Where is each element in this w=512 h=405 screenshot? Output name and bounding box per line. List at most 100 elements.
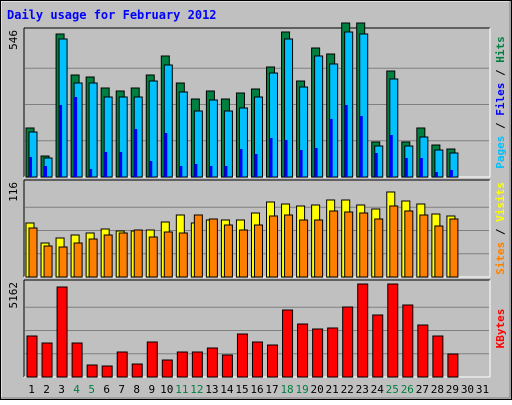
bar-kbytes-day-14 [221,354,233,378]
bar-sites-day-21 [329,210,339,278]
bar-kbytes-day-15 [236,333,248,378]
panel-kbytes: 5162 KBytes [7,279,507,378]
bar-pages-day-9 [149,161,153,177]
bar-kbytes-day-8 [131,363,143,378]
bar-files-day-19 [299,86,309,178]
bar-sites-day-18 [284,214,294,278]
bar-kbytes-day-28 [432,335,444,378]
legend-separator: / [494,222,507,242]
bar-pages-day-17 [269,138,273,177]
bar-pages-day-22 [344,105,348,177]
bar-files-day-28 [434,149,444,178]
bar-sites-day-22 [344,211,354,278]
bar-kbytes-day-27 [417,324,429,378]
bar-sites-day-5 [88,238,98,278]
bar-sites-day-8 [133,229,143,278]
legend-separator: / [494,63,507,83]
bar-sites-day-28 [434,225,444,278]
bar-kbytes-day-13 [206,347,218,378]
bar-files-day-17 [269,72,279,178]
bar-kbytes-day-25 [387,283,399,378]
bar-kbytes-day-4 [71,342,83,378]
bar-sites-day-25 [389,205,399,278]
x-tick-label-day-29: 29 [446,383,459,396]
chart-title: Daily usage for February 2012 [7,8,217,22]
bar-pages-day-20 [314,148,318,177]
bar-files-day-22 [344,31,354,178]
bar-sites-day-20 [314,219,324,278]
bar-files-day-25 [389,78,399,178]
bar-kbytes-day-3 [56,286,68,378]
legend-label-hits-files-pages: Pages / Files / Hits [494,36,507,169]
bar-kbytes-day-18 [282,309,294,378]
x-tick-label-day-28: 28 [431,383,444,396]
bar-sites-day-11 [178,232,188,278]
bar-kbytes-day-19 [297,323,309,378]
bar-sites-day-26 [404,210,414,278]
bar-pages-day-2 [44,166,48,177]
bar-pages-day-27 [419,158,423,177]
bar-pages-day-25 [389,135,393,177]
x-axis: 1 2 3 4 5 6 7 8 9 10 11 12 13 14 15 16 17 18 19 20 21 22 23 24 2… [28,383,489,396]
bar-pages-day-19 [299,150,303,177]
bar-files-day-5 [88,82,98,178]
bar-files-day-14 [223,110,233,178]
bar-kbytes-day-10 [161,359,173,378]
x-tick-label-day-20: 20 [311,383,324,396]
bar-kbytes-day-1 [26,335,38,378]
panel-visits-sites: 116 Sites / Visits [7,179,507,278]
x-tick-label-day-24: 24 [371,383,385,396]
bar-pages-day-6 [104,152,108,177]
bar-sites-day-17 [269,215,279,278]
bar-kbytes-day-22 [342,306,354,378]
bar-kbytes-day-26 [402,304,414,378]
bar-sites-day-10 [163,231,173,278]
x-tick-label-day-21: 21 [326,383,339,396]
legend-pages: Pages [494,136,507,169]
bar-files-day-11 [178,91,188,178]
x-tick-label-day-12: 12 [190,383,203,396]
bar-files-day-6 [103,96,113,178]
bar-pages-day-8 [134,129,138,177]
bar-files-day-7 [118,96,128,178]
bar-kbytes-day-17 [267,344,279,378]
legend-label-kbytes: KBytes [494,309,507,349]
bar-kbytes-day-29 [447,353,459,378]
legend-visits: Visits [494,182,507,222]
x-tick-label-day-19: 19 [295,383,308,396]
legend-label-visits-sites: Sites / Visits [494,182,507,275]
x-tick-label-day-13: 13 [205,383,218,396]
x-tick-label-day-31: 31 [476,383,489,396]
x-tick-label-day-14: 14 [220,383,234,396]
bar-sites-day-14 [223,224,233,278]
bar-kbytes-day-6 [101,365,113,378]
x-tick-label-day-30: 30 [461,383,474,396]
bar-sites-day-9 [148,236,158,278]
x-tick-label-day-11: 11 [175,383,188,396]
x-tick-label-day-7: 7 [118,383,125,396]
bar-kbytes-day-7 [116,351,128,378]
ymax-label-visits-sites: 116 [7,182,20,202]
ymax-label-kbytes: 5162 [7,282,20,309]
bar-files-day-12 [193,110,203,178]
x-tick-label-day-15: 15 [235,383,248,396]
bar-pages-day-28 [434,172,438,177]
bar-pages-day-4 [74,97,78,177]
x-tick-label-day-3: 3 [58,383,65,396]
x-tick-label-day-18: 18 [280,383,293,396]
bar-files-day-9 [148,80,158,178]
x-tick-label-day-6: 6 [103,383,110,396]
bar-pages-day-21 [329,119,333,177]
bar-sites-day-16 [253,224,263,278]
bar-pages-day-7 [119,152,123,177]
legend-files: Files [494,83,507,116]
bar-sites-day-2 [43,245,53,278]
bar-sites-day-4 [73,242,83,278]
x-tick-label-day-23: 23 [356,383,369,396]
bar-sites-day-27 [419,214,429,278]
bar-sites-day-29 [449,218,459,278]
x-tick-label-day-8: 8 [133,383,140,396]
bar-kbytes-day-5 [86,364,98,378]
